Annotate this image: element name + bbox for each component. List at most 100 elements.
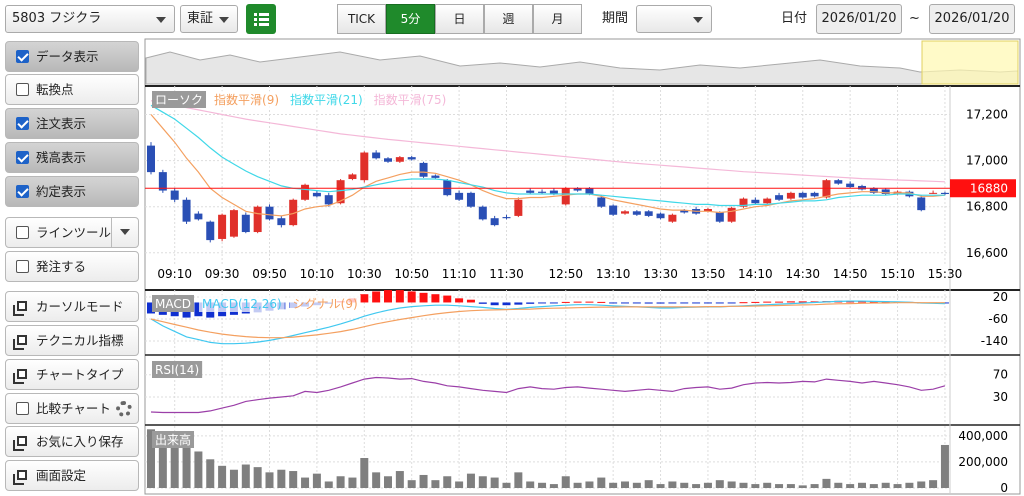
legend-box [287,91,366,108]
volume-bar [798,485,807,488]
x-tick-label: 14:10 [738,267,773,281]
legend-box [152,361,203,378]
volume-bar [905,482,914,488]
volume-bar [869,484,878,488]
histogram-bar [692,302,701,304]
histogram-bar [549,302,558,304]
window-icon [13,335,27,350]
histogram-bar [502,302,511,306]
histogram-bar [798,301,807,303]
volume-bar [585,481,594,488]
candle-body [917,197,926,211]
volume-bar [502,482,511,488]
candle-body [881,189,890,195]
histogram-bar [609,302,618,304]
x-tick-label: 15:10 [880,267,915,281]
x-tick-label: 11:10 [442,267,477,281]
sidebar-button[interactable]: 画面設定 [5,460,139,491]
candle-body [573,188,582,191]
x-tick-label: 10:30 [347,267,382,281]
sidebar-button[interactable]: お気に入り保存 [5,426,139,457]
sidebar-button[interactable]: 転換点 [5,74,139,105]
candle-body [656,213,665,219]
period-select[interactable] [636,5,712,33]
legend-item: 指数平滑(21) [287,91,366,108]
x-tick-label: 09:10 [157,267,192,281]
legend-item: MACD [152,295,194,312]
navigator-area [145,51,1019,85]
candle-body [621,211,629,214]
candle-body [858,185,866,190]
legend-box [289,295,361,312]
volume-bar [561,476,570,488]
volume-bar [490,477,499,488]
legend-item: 出来高 [152,431,195,448]
histogram-bar [858,301,866,303]
volume-bar [881,482,890,488]
ma-line [150,114,945,217]
legend-item: MACD(12,26) [198,295,285,312]
candle-body [751,199,760,204]
sidebar-button[interactable]: 比較チャート [5,393,139,424]
candle-body [739,198,748,207]
volume-bar [893,484,902,488]
y-tick-label: 0 [1000,481,1008,495]
checkbox [16,151,29,164]
candle-body [372,152,381,159]
candle-body [170,190,179,200]
list-button[interactable] [246,4,276,34]
histogram-bar [786,301,795,303]
sidebar-button[interactable]: チャートタイプ [5,359,139,390]
sidebar-button[interactable]: ラインツール [5,217,139,248]
sidebar-button[interactable]: 約定表示 [5,176,139,207]
interval-tab[interactable]: 月 [533,4,582,34]
volume-bar [443,476,452,488]
volume-bar [632,482,641,488]
navigator-window[interactable] [921,40,1019,85]
candle-body [561,188,570,205]
date-from[interactable]: 2026/01/20 [816,4,902,34]
checkbox [16,83,29,96]
sidebar-button[interactable]: 注文表示 [5,108,139,139]
histogram-bar [703,302,712,304]
volume-bar [680,482,689,488]
legend-label: 出来高 [155,433,191,447]
interval-tab[interactable]: 5分 [386,4,435,34]
x-tick-label: 13:30 [643,267,678,281]
market-select[interactable]: 東証 [180,5,238,33]
interval-tab[interactable]: 日 [435,4,484,34]
histogram-bar [585,301,594,303]
legend-label: RSI(14) [155,363,199,377]
x-tick-label: 10:50 [394,267,429,281]
x-tick-label: 14:50 [833,267,868,281]
candle-body [182,199,191,222]
volume-bar [715,480,724,488]
x-tick-label: 11:30 [489,267,524,281]
sidebar-button[interactable]: データ表示 [5,41,139,72]
histogram-bar [455,298,464,303]
histogram-bar [668,302,677,304]
legend-box [152,295,194,312]
date-to[interactable]: 2026/01/20 [929,4,1015,34]
interval-tab[interactable]: 週 [484,4,533,34]
volume-bar [395,471,404,488]
volume-bar [621,481,629,488]
gear-icon[interactable] [116,401,132,417]
interval-tab[interactable]: TICK [337,4,386,34]
volume-bar [336,476,345,488]
y-tick-label: 200,000 [958,455,1008,469]
symbol-select[interactable]: 5803 フジクラ [5,5,175,33]
legend-item: シグナル(9) [289,295,361,312]
y-tick-label: 30 [993,390,1008,404]
candle-body [834,180,843,184]
sidebar-button[interactable]: 発注する [5,251,139,282]
candle-body [194,213,203,220]
button-label: 画面設定 [36,468,87,483]
sidebar-button[interactable]: 残高表示 [5,142,139,173]
button-label: お気に入り保存 [36,434,124,449]
menu-arrow[interactable] [111,218,138,247]
legend-label: 指数平滑(9) [214,92,279,107]
volume-bar [940,444,949,488]
sidebar-button[interactable]: テクニカル指標 [5,325,139,356]
sidebar-button[interactable]: カーソルモード [5,291,139,322]
